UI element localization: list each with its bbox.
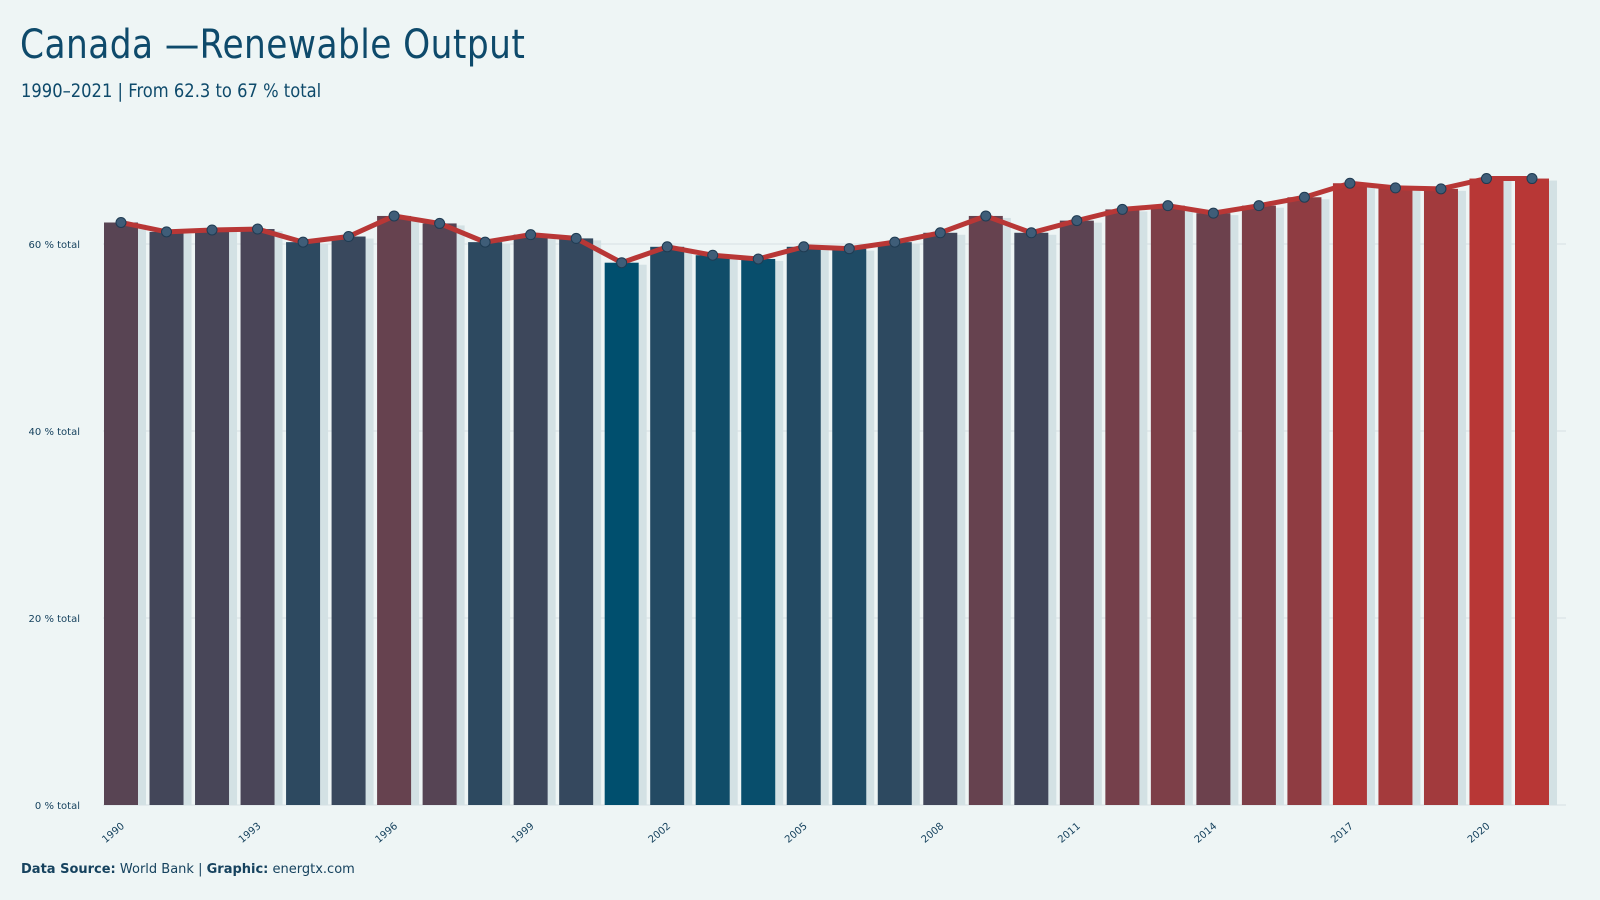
data-point	[434, 217, 446, 229]
data-point	[707, 249, 719, 261]
bar	[468, 242, 503, 805]
caption: Data Source: World Bank | Graphic: energ…	[21, 862, 355, 877]
chart-subtitle: 1990–2021 | From 62.3 to 67 % total	[21, 80, 322, 102]
bar	[149, 231, 184, 806]
data-point	[525, 229, 537, 241]
data-point	[388, 210, 400, 222]
bar	[1196, 213, 1231, 805]
data-point	[1526, 173, 1538, 185]
bar	[104, 222, 138, 805]
x-tick-label: 1990	[100, 821, 127, 846]
x-tick-label: 1996	[373, 821, 400, 846]
x-tick-label: 1999	[510, 821, 537, 846]
bar	[604, 262, 639, 805]
bar	[1469, 178, 1504, 806]
data-point	[980, 210, 992, 222]
bar	[1241, 205, 1276, 806]
bar	[1515, 178, 1549, 806]
data-point	[934, 227, 946, 239]
data-point	[570, 232, 582, 244]
data-point	[752, 253, 764, 265]
data-point	[1435, 183, 1447, 195]
bar	[331, 236, 366, 805]
data-point	[206, 224, 218, 236]
trend-line	[118, 176, 1535, 266]
graphic-value: energtx.com	[272, 862, 355, 877]
bar	[240, 229, 275, 806]
x-tick-label: 2020	[1466, 821, 1493, 846]
bar	[741, 258, 776, 806]
bar	[559, 238, 594, 805]
bar	[1105, 209, 1140, 805]
bar	[650, 246, 685, 805]
data-point	[798, 241, 810, 253]
y-tick-label: 20 % total	[29, 614, 80, 625]
y-tick-label: 40 % total	[29, 427, 80, 438]
bar	[1287, 197, 1322, 805]
data-point	[161, 226, 173, 238]
data-point	[1025, 227, 1037, 239]
data-point	[1207, 207, 1219, 219]
trend-line-path	[118, 176, 1535, 266]
data-point	[661, 241, 673, 253]
x-axis-ticks: 1990 1993 1996 1999 2002 2005 2008 2011 2014 2017…	[100, 821, 1492, 846]
data-point	[297, 236, 309, 248]
bar	[422, 223, 457, 805]
bar	[786, 246, 821, 805]
data-point	[843, 243, 855, 255]
bars	[104, 178, 1549, 806]
data-point	[343, 231, 355, 243]
chart-title: Canada —Renewable Output	[20, 22, 526, 68]
data-point	[1071, 215, 1083, 227]
bar	[286, 242, 321, 805]
x-tick-label: 2008	[920, 821, 947, 846]
bar	[377, 215, 412, 805]
bar	[1423, 188, 1458, 805]
caption-separator: |	[193, 862, 207, 877]
data-point	[1298, 191, 1310, 203]
data-point	[1480, 173, 1492, 185]
bar	[877, 242, 912, 805]
bar	[832, 248, 867, 806]
data-point	[252, 223, 264, 235]
bar	[923, 232, 958, 805]
bar	[968, 215, 1003, 805]
data-point	[1389, 182, 1401, 194]
y-axis-ticks: 0 % total 20 % total 40 % total 60 % total	[29, 240, 80, 812]
graphic-label: Graphic:	[206, 862, 269, 877]
data-point	[616, 257, 628, 269]
bar	[513, 234, 548, 805]
data-point	[889, 236, 901, 248]
data-point	[1253, 200, 1265, 212]
x-tick-label: 2002	[647, 821, 674, 846]
bar	[1378, 187, 1413, 805]
source-value: World Bank	[119, 862, 194, 877]
data-point	[479, 236, 491, 248]
bar	[1332, 183, 1367, 806]
y-tick-label: 60 % total	[29, 240, 80, 251]
x-tick-label: 2017	[1329, 821, 1356, 846]
points	[115, 173, 1538, 269]
source-label: Data Source:	[21, 862, 116, 877]
data-point	[1344, 177, 1356, 189]
bar	[1150, 205, 1185, 806]
y-tick-label: 0 % total	[35, 801, 80, 812]
data-point	[1116, 203, 1128, 215]
data-point	[1162, 200, 1174, 212]
bar	[1059, 220, 1094, 805]
x-tick-label: 2014	[1193, 821, 1220, 846]
bar	[695, 255, 730, 806]
bar	[195, 229, 230, 806]
bar	[1014, 232, 1049, 805]
x-tick-label: 1993	[237, 821, 264, 846]
x-tick-label: 2005	[783, 821, 810, 846]
data-point	[115, 216, 127, 228]
x-tick-label: 2011	[1056, 821, 1083, 846]
